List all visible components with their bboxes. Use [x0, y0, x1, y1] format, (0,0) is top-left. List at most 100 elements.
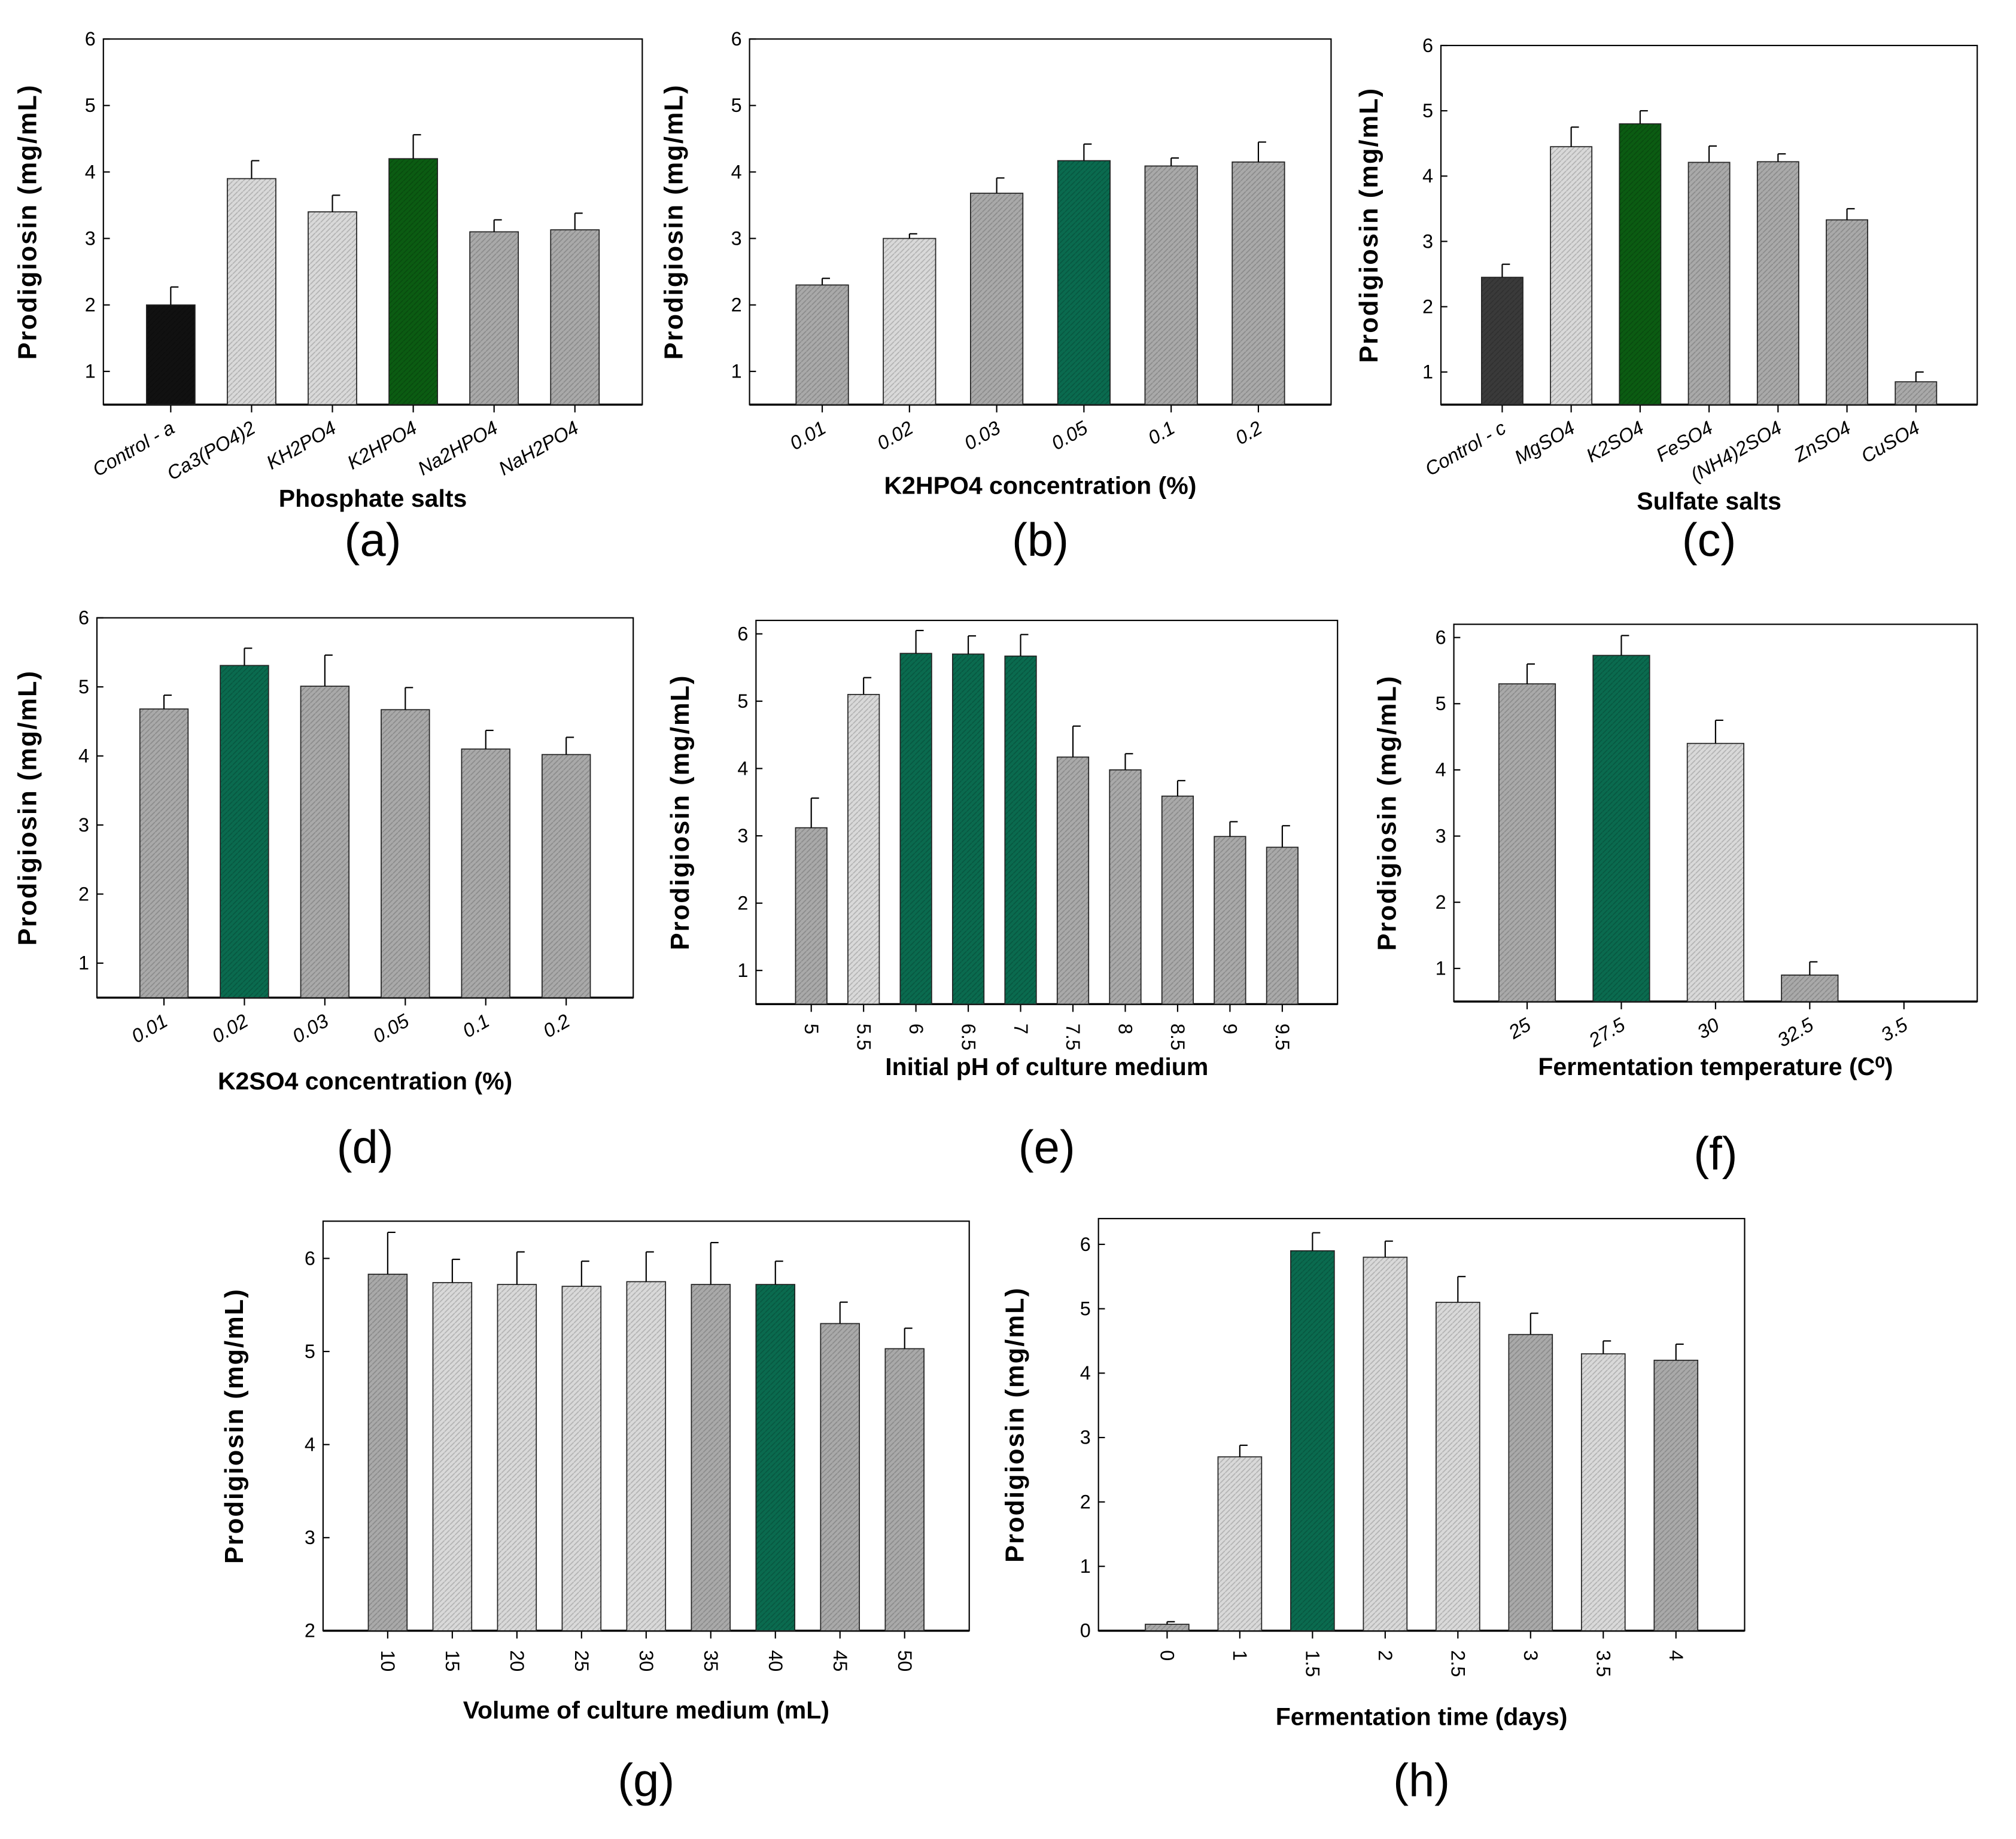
x-tick-label: 45 [829, 1650, 851, 1671]
bar-g-8 [884, 1348, 925, 1631]
chart-panel-h: 0 1 2 3 4 5 6 Prodigiosin (mg/mL) 0 1 1.5 2 2.5 3 3.5 4… [1001, 1217, 1746, 1806]
y-tick-label: 3 [737, 825, 748, 847]
y-tick-label: 5 [731, 95, 742, 116]
x-tick-label: 6.5 [957, 1024, 979, 1051]
y-tick-label: 6 [731, 28, 742, 50]
x-tick-label: 0.1 [459, 1010, 493, 1042]
chart-panel-c: 1 2 3 4 5 6 Prodigiosin (mg/mL) Control - c MgSO… [1355, 35, 1978, 566]
panel-label: (f) [1693, 1128, 1737, 1180]
bar-h-1 [1217, 1456, 1263, 1631]
y-tick-label: 3 [1080, 1427, 1091, 1448]
bar-g-7 [820, 1323, 860, 1631]
x-tick-label: Na2HPO4 [414, 417, 501, 480]
y-tick-label: 2 [1436, 891, 1446, 913]
x-tick-label: 15 [442, 1650, 463, 1671]
y-tick-label: 3 [78, 814, 89, 836]
bar-a-5 [550, 229, 600, 406]
y-tick-label: 6 [85, 28, 96, 50]
chart-panel-b: 1 2 3 4 5 6 Prodigiosin (mg/mL) 0.01 0.02 0.03 0.0… [659, 28, 1332, 566]
bar-b-5 [1232, 161, 1285, 406]
x-tick-label: 8.5 [1167, 1024, 1188, 1051]
bar-e-5 [1056, 756, 1090, 1005]
x-tick-label: 7.5 [1062, 1024, 1084, 1051]
y-tick-label: 2 [1080, 1491, 1091, 1512]
x-tick-label: 32.5 [1774, 1013, 1817, 1051]
bar-d-5 [541, 754, 591, 998]
x-tick-label: 10 [377, 1650, 399, 1671]
bar-f-1 [1592, 654, 1650, 1002]
bar-e-8 [1214, 836, 1246, 1005]
x-tick-label: 2 [1375, 1650, 1396, 1661]
x-axis-label: K2SO4 concentration (%) [218, 1067, 512, 1095]
chart-panel-f: 1 2 3 4 5 6 Prodigiosin (mg/mL) 25 27.5 30 32.5 3.5… [1373, 623, 1978, 1180]
x-tick-label: 0.05 [369, 1009, 413, 1047]
plot-frame [755, 619, 1339, 1005]
x-tick-label: KH2PO4 [263, 417, 340, 474]
y-tick-label: 3 [1436, 825, 1446, 847]
y-tick-label: 3 [1422, 230, 1433, 252]
bar-b-2 [970, 193, 1024, 406]
y-axis-label: Prodigiosin (mg/mL) [1355, 87, 1383, 363]
y-tick-label: 5 [305, 1341, 315, 1362]
y-axis-label: Prodigiosin (mg/mL) [13, 670, 42, 946]
x-axis-label: Sulfate salts [1637, 487, 1781, 514]
y-tick-label: 2 [305, 1620, 315, 1642]
y-tick-label: 4 [78, 745, 89, 766]
x-tick-label: 3.5 [1877, 1013, 1912, 1046]
bar-d-0 [139, 708, 189, 998]
bar-f-0 [1498, 683, 1556, 1002]
x-axis-label: Phosphate salts [279, 485, 467, 512]
panel-label: (g) [618, 1755, 674, 1806]
bar-e-2 [899, 653, 932, 1005]
plot-frame [1097, 1217, 1746, 1631]
bar-h-6 [1580, 1353, 1626, 1631]
y-tick-label: 1 [1436, 958, 1446, 979]
x-tick-label: K2SO4 [1583, 417, 1647, 467]
x-tick-label: 0.03 [288, 1010, 332, 1048]
bar-g-0 [367, 1274, 408, 1631]
bar-c-0 [1480, 276, 1524, 406]
bar-h-5 [1508, 1333, 1553, 1631]
bar-d-4 [461, 748, 510, 998]
bar-e-9 [1266, 847, 1299, 1005]
x-tick-label: 27.5 [1585, 1013, 1629, 1052]
y-axis-label: Prodigiosin (mg/mL) [13, 84, 42, 360]
y-tick-label: 5 [1436, 693, 1446, 714]
bar-a-2 [308, 211, 357, 406]
bar-e-6 [1109, 769, 1142, 1005]
x-tick-label: 0.1 [1144, 417, 1178, 449]
x-tick-label: 0.2 [1232, 417, 1266, 449]
y-tick-label: 3 [85, 227, 96, 249]
y-tick-label: 6 [78, 607, 89, 629]
bar-c-5 [1826, 219, 1868, 406]
x-axis-label: K2HPO4 concentration (%) [884, 471, 1197, 499]
bar-g-6 [755, 1284, 796, 1631]
y-tick-label: 1 [731, 361, 742, 382]
panel-label: (c) [1682, 514, 1737, 566]
y-tick-label: 5 [1422, 100, 1433, 121]
x-tick-label: 0.03 [960, 417, 1004, 455]
bar-g-3 [561, 1286, 602, 1631]
y-tick-label: 4 [1436, 759, 1446, 781]
bar-a-1 [227, 178, 276, 406]
x-tick-label: 3 [1520, 1650, 1541, 1661]
bar-b-4 [1144, 165, 1198, 406]
x-tick-label: 1 [1229, 1650, 1251, 1661]
x-tick-label: 50 [894, 1650, 916, 1671]
bar-g-4 [626, 1281, 667, 1631]
y-axis-label: Prodigiosin (mg/mL) [1001, 1287, 1029, 1563]
x-tick-label: 3.5 [1592, 1650, 1614, 1677]
y-tick-label: 3 [305, 1527, 315, 1548]
y-tick-label: 6 [305, 1247, 315, 1269]
bar-h-3 [1363, 1256, 1408, 1631]
bar-c-2 [1619, 123, 1662, 406]
bar-c-3 [1687, 162, 1731, 406]
x-tick-label: 8 [1115, 1024, 1136, 1034]
y-tick-label: 2 [78, 883, 89, 905]
y-tick-label: 2 [737, 892, 748, 914]
x-axis-label: Initial pH of culture medium [885, 1053, 1208, 1080]
x-tick-label: 5.5 [853, 1024, 874, 1051]
chart-panel-d: 1 2 3 4 5 6 Prodigiosin (mg/mL) 0.01 0.02 0.03 0.0… [13, 607, 634, 1173]
bar-h-7 [1653, 1359, 1699, 1631]
